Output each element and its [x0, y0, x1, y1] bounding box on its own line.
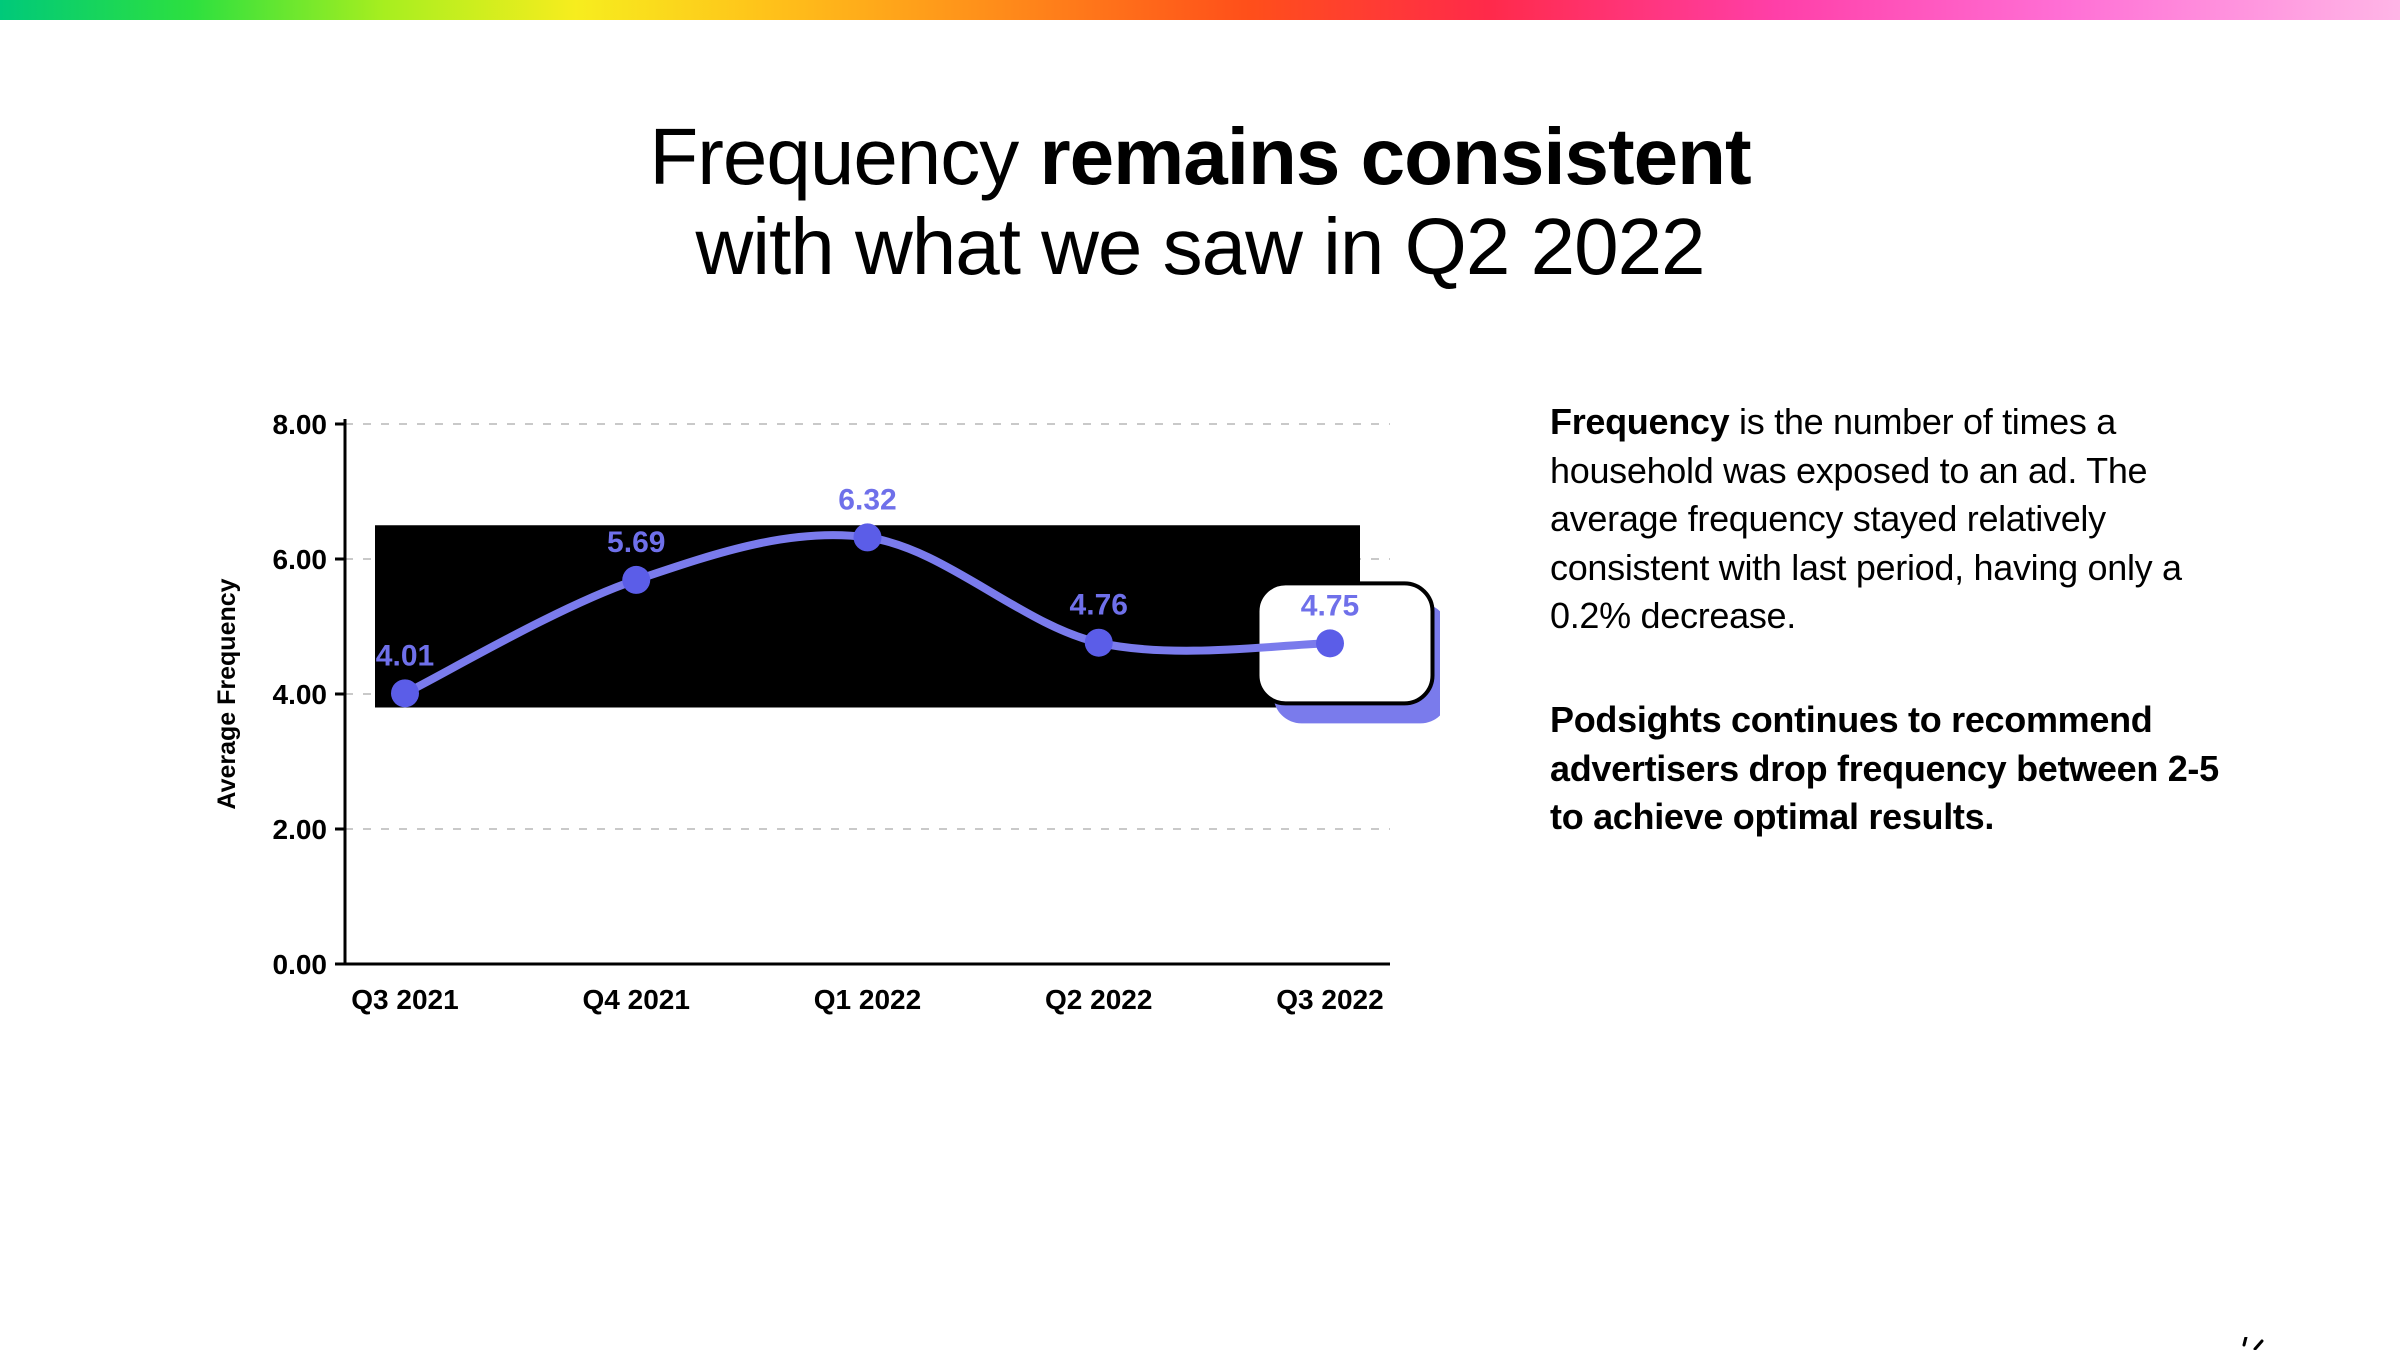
kazoo-icon — [2160, 1337, 2270, 1350]
svg-text:0.00: 0.00 — [273, 949, 328, 980]
svg-text:2.00: 2.00 — [273, 814, 328, 845]
slide: Frequency remains consistent with what w… — [0, 115, 2400, 1350]
svg-text:4.00: 4.00 — [273, 679, 328, 710]
chart-column: 0.00 2.00 4.00 6.00 8.00 4.01 5.69 6.32 4.76 4.75… — [180, 394, 1440, 1034]
content-row: 0.00 2.00 4.00 6.00 8.00 4.01 5.69 6.32 4.76 4.75… — [0, 394, 2400, 1034]
title-bold: remains consistent — [1040, 112, 1751, 201]
svg-text:6.32: 6.32 — [838, 483, 896, 516]
svg-text:Q3 2021: Q3 2021 — [351, 984, 458, 1015]
text-column: Frequency is the number of times a house… — [1440, 394, 2220, 897]
svg-text:6.00: 6.00 — [273, 544, 328, 575]
frequency-chart: 0.00 2.00 4.00 6.00 8.00 4.01 5.69 6.32 4.76 4.75… — [180, 394, 1440, 1034]
svg-text:4.01: 4.01 — [376, 639, 434, 672]
svg-text:4.76: 4.76 — [1070, 589, 1128, 622]
svg-text:4.75: 4.75 — [1301, 589, 1359, 622]
svg-text:8.00: 8.00 — [273, 409, 328, 440]
svg-text:Q1 2022: Q1 2022 — [814, 984, 921, 1015]
title-block: Frequency remains consistent with what w… — [0, 115, 2400, 289]
svg-text:5.69: 5.69 — [607, 526, 665, 559]
rainbow-top-bar — [0, 0, 2400, 20]
p1-bold: Frequency — [1550, 401, 1729, 442]
title-prefix: Frequency — [649, 112, 1039, 201]
title-line-2: with what we saw in Q2 2022 — [0, 205, 2400, 289]
svg-text:Q4 2021: Q4 2021 — [583, 984, 690, 1015]
paragraph-1: Frequency is the number of times a house… — [1550, 398, 2220, 641]
svg-text:Q3 2022: Q3 2022 — [1276, 984, 1383, 1015]
chart-svg: 0.00 2.00 4.00 6.00 8.00 4.01 5.69 6.32 4.76 4.75… — [180, 394, 1440, 1034]
svg-text:Average Frequency: Average Frequency — [213, 578, 241, 809]
title-line-1: Frequency remains consistent — [0, 115, 2400, 199]
footer: Podsights Q4 2022 Benchmark Report | 15 — [1604, 1337, 2270, 1350]
svg-text:Q2 2022: Q2 2022 — [1045, 984, 1152, 1015]
paragraph-2: Podsights continues to recommend adverti… — [1550, 696, 2220, 842]
p2-bold: Podsights continues to recommend adverti… — [1550, 699, 2219, 837]
